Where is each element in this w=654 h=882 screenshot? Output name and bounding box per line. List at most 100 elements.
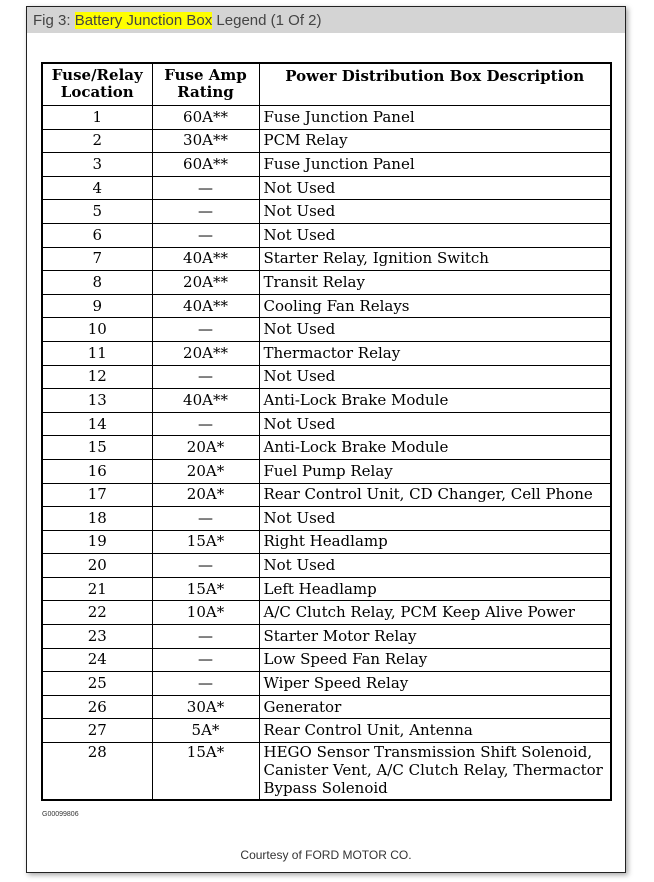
cell-description: Generator <box>258 694 612 720</box>
header-location: Fuse/Relay Location <box>41 62 153 106</box>
cell-rating: 40A** <box>151 293 260 319</box>
title-suffix: Legend (1 Of 2) <box>212 12 322 29</box>
cell-rating: 5A* <box>151 718 260 744</box>
cell-description: HEGO Sensor Transmission Shift Solenoid,… <box>258 742 612 801</box>
cell-rating: 15A* <box>151 576 260 602</box>
cell-location: 5 <box>41 199 153 224</box>
cell-description: Fuel Pump Relay <box>258 458 612 484</box>
cell-location: 22 <box>41 600 153 626</box>
cell-location: 13 <box>41 388 153 413</box>
cell-rating: — <box>151 199 260 224</box>
table-row: 20— Not Used <box>41 553 612 578</box>
cell-location: 23 <box>41 624 153 649</box>
cell-description: Not Used <box>258 317 612 342</box>
cell-rating: 30A** <box>151 128 260 154</box>
cell-rating: — <box>151 553 260 578</box>
cell-rating: — <box>151 624 260 649</box>
cell-location: 17 <box>41 482 153 508</box>
cell-location: 26 <box>41 694 153 720</box>
cell-description: Not Used <box>258 553 612 578</box>
cell-description: Not Used <box>258 506 612 531</box>
cell-location: 18 <box>41 506 153 531</box>
table-row: 3 60A** Fuse Junction Panel <box>41 152 612 177</box>
figure-frame: Fig 3: Battery Junction Box Legend (1 Of… <box>26 6 626 873</box>
cell-description: Low Speed Fan Relay <box>258 647 612 673</box>
cell-description: PCM Relay <box>258 128 612 154</box>
table-row: 18— Not Used <box>41 506 612 531</box>
cell-location: 14 <box>41 411 153 437</box>
cell-description: Cooling Fan Relays <box>258 293 612 319</box>
cell-location: 8 <box>41 270 153 295</box>
title-highlight: Battery Junction Box <box>74 12 213 29</box>
cell-rating: 15A* <box>151 529 260 555</box>
table-row: 1 60A** Fuse Junction Panel <box>41 105 612 130</box>
table-row: 10— Not Used <box>41 317 612 342</box>
cell-description: Rear Control Unit, CD Changer, Cell Phon… <box>258 482 612 508</box>
table-row: 28 15A* HEGO Sensor Transmission Shift Sol… <box>41 742 612 801</box>
table-row: 25— Wiper Speed Relay <box>41 671 612 696</box>
cell-location: 19 <box>41 529 153 555</box>
cell-description: Rear Control Unit, Antenna <box>258 718 612 744</box>
header-rating: Fuse Amp Rating <box>151 62 260 106</box>
cell-description: Fuse Junction Panel <box>258 105 612 130</box>
cell-rating: 30A* <box>151 694 260 720</box>
cell-description: Not Used <box>258 175 612 201</box>
cell-location: 25 <box>41 671 153 696</box>
cell-rating: 20A* <box>151 458 260 484</box>
table-row: 16 20A* Fuel Pump Relay <box>41 458 612 484</box>
table-row: 11 20A** Thermactor Relay <box>41 340 612 366</box>
cell-location: 11 <box>41 340 153 366</box>
cell-description: Thermactor Relay <box>258 340 612 366</box>
cell-description: Anti-Lock Brake Module <box>258 388 612 413</box>
cell-rating: 20A** <box>151 340 260 366</box>
cell-description: Left Headlamp <box>258 576 612 602</box>
table-row: 4— Not Used <box>41 175 612 201</box>
table-row: 21 15A* Left Headlamp <box>41 576 612 602</box>
cell-location: 21 <box>41 576 153 602</box>
table-row: 5— Not Used <box>41 199 612 224</box>
table-row: 2 30A** PCM Relay <box>41 128 612 154</box>
cell-rating: — <box>151 671 260 696</box>
cell-location: 3 <box>41 152 153 177</box>
header-description: Power Distribution Box Description <box>258 62 612 106</box>
cell-location: 28 <box>41 742 153 801</box>
table-row: 19 15A* Right Headlamp <box>41 529 612 555</box>
cell-location: 6 <box>41 222 153 248</box>
table-row: 24— Low Speed Fan Relay <box>41 647 612 673</box>
table-row: 15 20A* Anti-Lock Brake Module <box>41 435 612 460</box>
table-row: 26 30A* Generator <box>41 694 612 720</box>
title-prefix: Fig 3: <box>33 12 75 29</box>
cell-rating: 10A* <box>151 600 260 626</box>
cell-rating: — <box>151 647 260 673</box>
cell-description: Transit Relay <box>258 270 612 295</box>
cell-rating: — <box>151 222 260 248</box>
cell-description: Anti-Lock Brake Module <box>258 435 612 460</box>
cell-rating: 40A** <box>151 246 260 272</box>
cell-rating: 60A** <box>151 105 260 130</box>
cell-rating: 15A* <box>151 742 260 801</box>
cell-location: 1 <box>41 105 153 130</box>
cell-description: Right Headlamp <box>258 529 612 555</box>
cell-rating: 60A** <box>151 152 260 177</box>
cell-rating: — <box>151 411 260 437</box>
courtesy-text: Courtesy of FORD MOTOR CO. <box>240 848 412 862</box>
table-row: 23— Starter Motor Relay <box>41 624 612 649</box>
cell-location: 20 <box>41 553 153 578</box>
cell-description: Not Used <box>258 222 612 248</box>
cell-location: 15 <box>41 435 153 460</box>
cell-rating: 20A* <box>151 435 260 460</box>
table-row: 9 40A** Cooling Fan Relays <box>41 293 612 319</box>
cell-location: 9 <box>41 293 153 319</box>
fuse-legend-table: Fuse/Relay Location Fuse Amp Rating Powe… <box>41 62 612 802</box>
cell-description: Not Used <box>258 199 612 224</box>
cell-location: 12 <box>41 364 153 390</box>
cell-rating: — <box>151 317 260 342</box>
cell-location: 7 <box>41 246 153 272</box>
cell-rating: 20A** <box>151 270 260 295</box>
cell-location: 16 <box>41 458 153 484</box>
table-row: 7 40A** Starter Relay, Ignition Switch <box>41 246 612 272</box>
cell-description: Wiper Speed Relay <box>258 671 612 696</box>
cell-description: Fuse Junction Panel <box>258 152 612 177</box>
cell-location: 24 <box>41 647 153 673</box>
table-row: 17 20A* Rear Control Unit, CD Changer, Cel… <box>41 482 612 508</box>
